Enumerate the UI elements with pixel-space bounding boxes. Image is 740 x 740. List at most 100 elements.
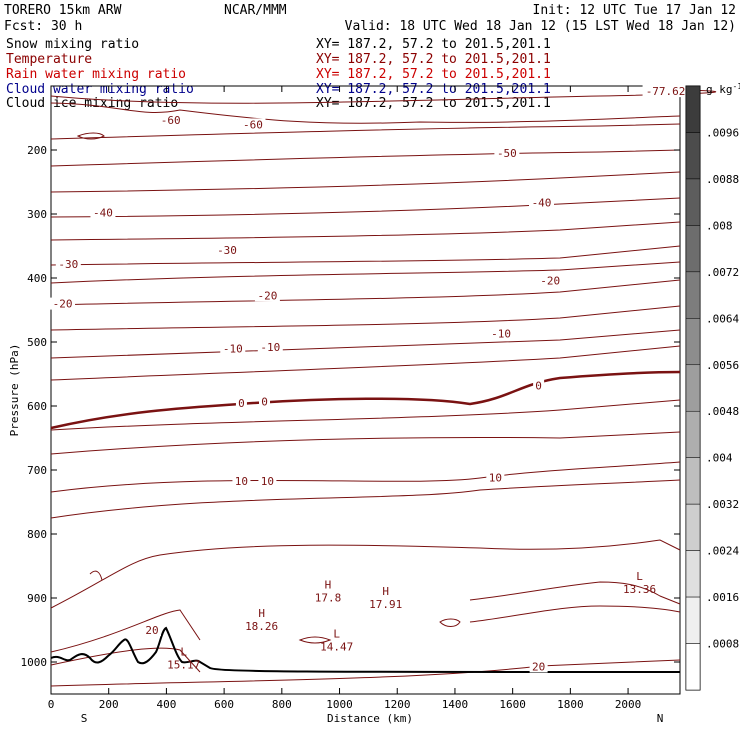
colorbar-segment: [685, 271, 701, 319]
field-rain-name: Rain water mixing ratio: [6, 67, 186, 82]
field-snow-name: Snow mixing ratio: [6, 37, 139, 52]
colorbar: .0096 .0088 .008 .0072 .0064 .0056 .0048 .004 .0…: [685, 85, 739, 691]
contour-label-bg: [232, 474, 251, 487]
colorbar-unit: g kg-1: [706, 82, 740, 96]
colorbar-label: .0008: [706, 638, 739, 651]
contour-line: [50, 329, 681, 359]
x-tick-label: 2000: [615, 698, 642, 711]
y-tick-label: 400: [27, 272, 47, 285]
contour-line: [50, 305, 681, 331]
contour-label: -30: [217, 244, 237, 257]
field-cloudwater-name: Cloud water mixing ratio: [6, 82, 194, 97]
x-tick-label: 1800: [557, 698, 584, 711]
contour-line: [50, 345, 681, 381]
init-time: Init: 12 UTC Tue 17 Jan 12: [533, 3, 737, 18]
x-tick-label: 1400: [442, 698, 469, 711]
field-legend: Snow mixing ratio XY= 187.2, 57.2 to 201…: [6, 37, 551, 111]
field-cloudwater-xy: XY= 187.2, 57.2 to 201.5,201.1: [316, 82, 551, 97]
contour-label-bg: [240, 118, 266, 131]
contour-label-bg: [494, 147, 520, 160]
colorbar-segment: [685, 410, 701, 458]
contour-label-bg: [642, 85, 689, 98]
contour-label: 10: [261, 475, 274, 488]
colorbar-unit-base: g kg: [706, 83, 733, 96]
extremum-value: 15.17: [167, 659, 200, 672]
contour-label: -20: [53, 298, 73, 311]
contour-line: [50, 399, 681, 431]
field-cloudice-name: Cloud ice mixing ratio: [6, 96, 178, 111]
contour-label-bg: [259, 395, 271, 408]
contour-line: [439, 618, 461, 627]
x-tick-label: 600: [214, 698, 234, 711]
endpoint-south: S: [81, 712, 88, 725]
contour-line: [50, 171, 681, 193]
contour-label-bg: [258, 474, 277, 487]
contour-label: -30: [58, 258, 78, 271]
contour-line: [50, 245, 681, 266]
contour-line: [50, 221, 681, 241]
contour-line: [50, 149, 681, 167]
extremum-value: 14.47: [320, 641, 353, 654]
contour-label-bg: [214, 243, 240, 256]
contour-label-bg: [50, 297, 76, 310]
contour-line: [50, 89, 717, 104]
contour-label-bg: [158, 113, 184, 126]
model-title: TORERO 15km ARW: [4, 3, 122, 18]
extremum-type: L: [333, 628, 340, 641]
colorbar-label: .0072: [706, 266, 739, 279]
contour-label: -40: [93, 207, 113, 220]
contour-line: [50, 279, 681, 306]
colorbar-segment: [685, 550, 701, 598]
valid-time: Valid: 18 UTC Wed 18 Jan 12 (15 LST Wed …: [345, 19, 736, 34]
extremum-type: H: [258, 607, 265, 620]
extremum-type: L: [180, 646, 187, 659]
contour-label: -77.62: [646, 85, 686, 98]
contour-line: [469, 581, 681, 605]
contour-label-bg: [529, 660, 548, 673]
contour-label-bg: [533, 379, 545, 392]
y-tick-label: 500: [27, 336, 47, 349]
field-rain-xy: XY= 187.2, 57.2 to 201.5,201.1: [316, 67, 551, 82]
endpoint-north: N: [657, 712, 664, 725]
y-tick-label: 200: [27, 144, 47, 157]
contour-label: -10: [223, 342, 243, 355]
y-tick-label: 1000: [21, 656, 48, 669]
contour-label: -10: [260, 341, 280, 354]
x-axis-label: Distance (km): [327, 712, 413, 725]
contour-label-bg: [235, 396, 247, 409]
contour-label: -10: [491, 328, 511, 341]
extremum-value: 13.36: [623, 583, 656, 596]
contour-labels: -77.62 -60 -60 -50 -40 -40 -30 -30 -20 -20 -20 -10 -…: [50, 85, 689, 673]
x-tick-label: 200: [99, 698, 119, 711]
x-axis: 0 200 400 600 800 1000 1200 1400 1600 1800 2000: [48, 86, 642, 711]
colorbar-segment: [685, 178, 701, 226]
contour-label: 0: [261, 396, 268, 409]
x-tick-label: 800: [272, 698, 292, 711]
contour-label: 0: [535, 380, 542, 393]
contour-label: 20: [532, 660, 545, 673]
contour-label: -50: [497, 147, 517, 160]
center-name: NCAR/MMM: [224, 3, 287, 18]
colorbar-segment: [685, 503, 701, 551]
colorbar-label: .0016: [706, 591, 739, 604]
contour-label-bg: [55, 257, 81, 270]
colorbar-label: .0064: [706, 312, 739, 325]
contour-line: [50, 431, 681, 455]
contour-line: [50, 261, 681, 284]
contour-line: [50, 479, 681, 519]
contour-label: 20: [145, 624, 158, 637]
contour-label-bg: [488, 327, 514, 340]
contour-line: [50, 539, 681, 609]
x-tick-label: 1000: [326, 698, 353, 711]
x-tick-label: 0: [48, 698, 55, 711]
x-tick-label: 400: [156, 698, 176, 711]
colorbar-label: .0032: [706, 498, 739, 511]
contour-line: [50, 609, 201, 653]
colorbar-segment: [685, 364, 701, 412]
forecast-hour: Fcst: 30 h: [4, 19, 82, 34]
colorbar-unit-exp: -1: [733, 82, 740, 91]
extremum-type: H: [325, 578, 332, 591]
